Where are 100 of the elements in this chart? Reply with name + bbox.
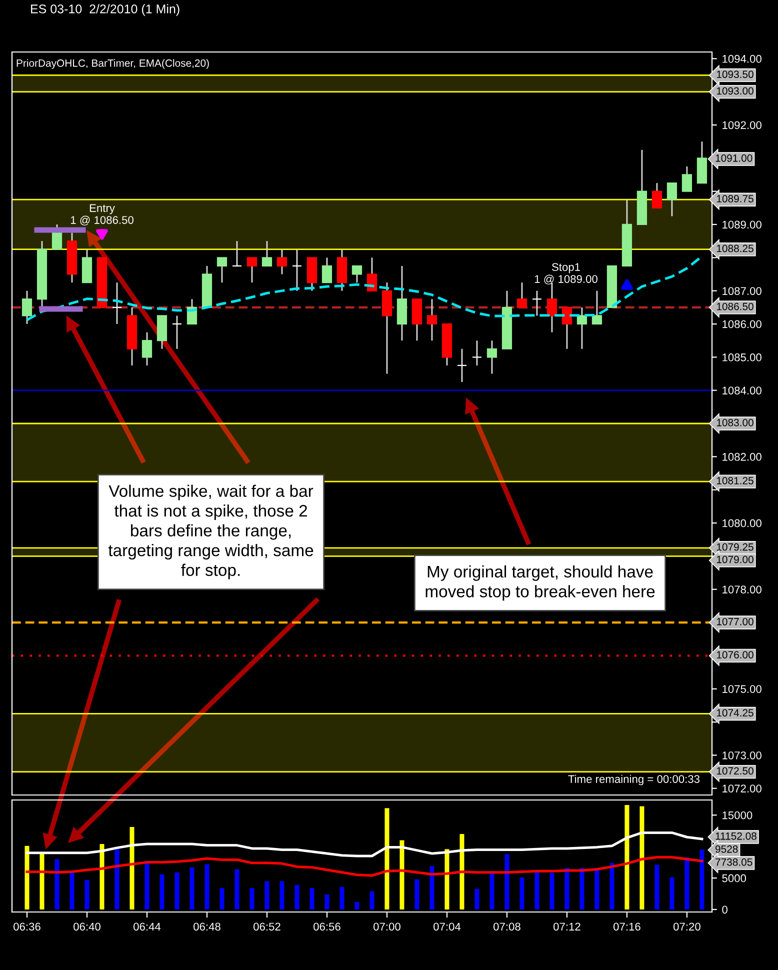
y-tick-label: 1082.00 (722, 452, 762, 461)
x-tick-label: 06:40 (74, 922, 100, 931)
y-tick-label: 15000 (722, 811, 752, 820)
ref-line-label: 1072.50 (716, 767, 754, 775)
bar (114, 848, 120, 910)
ref-line-label: 1077.00 (716, 618, 754, 626)
bar (384, 808, 390, 910)
y-tick-label: 0 (722, 906, 728, 914)
bar (564, 868, 570, 910)
candlestick (666, 182, 678, 217)
bar (250, 888, 254, 910)
bar (610, 862, 614, 910)
bar (144, 861, 150, 910)
y-tick-label: 1075.00 (722, 685, 762, 693)
text: 7738.05 (716, 858, 752, 866)
ref-line-label: 1083.00 (716, 418, 754, 426)
bar (490, 871, 494, 910)
bar (264, 881, 270, 910)
y-tick-label: 1089.00 (722, 220, 762, 229)
candlestick (142, 332, 152, 366)
bar (654, 864, 660, 910)
candlestick (652, 182, 662, 209)
candlestick (516, 282, 528, 308)
bar (54, 859, 60, 910)
x-tick-label: 06:56 (314, 922, 340, 931)
bar (414, 879, 420, 910)
candlestick (292, 248, 302, 292)
bar (174, 872, 180, 910)
y-tick-label: 1087.00 (722, 287, 762, 295)
ref-line-label: 1074.25 (716, 709, 754, 717)
y-tick-label: 1086.00 (722, 320, 762, 328)
x-tick-label: 06:44 (134, 922, 161, 931)
ref-line-label: 1093.00 (716, 87, 754, 95)
candlestick (172, 315, 182, 350)
bar (400, 840, 404, 910)
y-tick-label: 1094.00 (722, 54, 762, 63)
bar (234, 869, 240, 910)
bar (460, 834, 464, 910)
bar (160, 874, 164, 910)
annotation: Volume spike, wait for a bar that is not a spike, those 2 bars define the range, targeting range width, same for stop. (108, 484, 314, 580)
bar (310, 888, 314, 910)
ref-line-label: 1089.75 (716, 195, 754, 202)
annotation: Stop1 1 @ 1089.00 (534, 263, 598, 284)
y-tick-label: 1085.00 (722, 353, 762, 362)
x-tick-label: 06:48 (194, 922, 220, 931)
bar (354, 902, 360, 910)
candlestick (232, 240, 242, 267)
candlestick (576, 306, 588, 350)
x-tick-label: 07:16 (613, 922, 640, 931)
bar (550, 872, 554, 910)
text: PriorDayOHLC, BarTimer, EMA(Close,20) (16, 59, 209, 69)
text: 9528 (715, 845, 738, 853)
ref-line-label: 1079.00 (716, 556, 754, 564)
annotation: My original target, should have moved stop to break-even here (426, 565, 655, 601)
bar (190, 867, 194, 910)
bar (130, 827, 134, 910)
chart-title: ES 03-10 2/2/2010 (1 Min) (31, 4, 180, 16)
bar (220, 888, 224, 910)
ref-line-label: 1093.50 (716, 70, 754, 78)
bar (474, 888, 480, 910)
bar (280, 881, 284, 910)
y-tick-label: 1072.00 (722, 784, 762, 792)
ref-line-label: 1081.25 (716, 476, 754, 484)
bar (580, 868, 584, 910)
candlestick (22, 290, 32, 325)
bar (670, 877, 674, 910)
candlestick (472, 340, 482, 366)
candlestick (352, 265, 362, 284)
candlestick (246, 256, 258, 284)
x-tick-label: 07:00 (374, 922, 400, 931)
bar (100, 844, 104, 910)
bar (294, 884, 300, 910)
candlestick (456, 348, 468, 383)
y-tick-label: 1078.00 (722, 586, 762, 594)
bar (40, 852, 44, 910)
candlestick (592, 290, 602, 325)
text: 11152.08 (716, 832, 756, 840)
ref-line-label: 1076.00 (716, 651, 754, 658)
bar (684, 857, 690, 910)
x-tick-label: 07:12 (553, 922, 580, 931)
bar (594, 868, 600, 910)
bar (70, 872, 74, 910)
bar (520, 877, 524, 910)
bar (340, 886, 344, 910)
bar (430, 866, 434, 910)
annotation: Time remaining = 00:00:33 (568, 774, 700, 786)
bar (444, 849, 450, 910)
y-tick-label: 1092.00 (722, 121, 762, 130)
bar (624, 805, 630, 910)
y-tick-label: 1084.00 (722, 386, 762, 394)
candlestick (322, 256, 332, 284)
candlestick (366, 256, 378, 292)
y-tick-label: 5000 (722, 874, 746, 882)
text: 1091.00 (716, 154, 752, 162)
x-tick-label: 06:52 (254, 922, 280, 931)
candlestick (532, 290, 542, 316)
bar (700, 850, 704, 910)
bar (84, 880, 90, 910)
x-tick-label: 06:36 (14, 922, 40, 931)
ref-line-label: 1088.25 (716, 244, 754, 252)
